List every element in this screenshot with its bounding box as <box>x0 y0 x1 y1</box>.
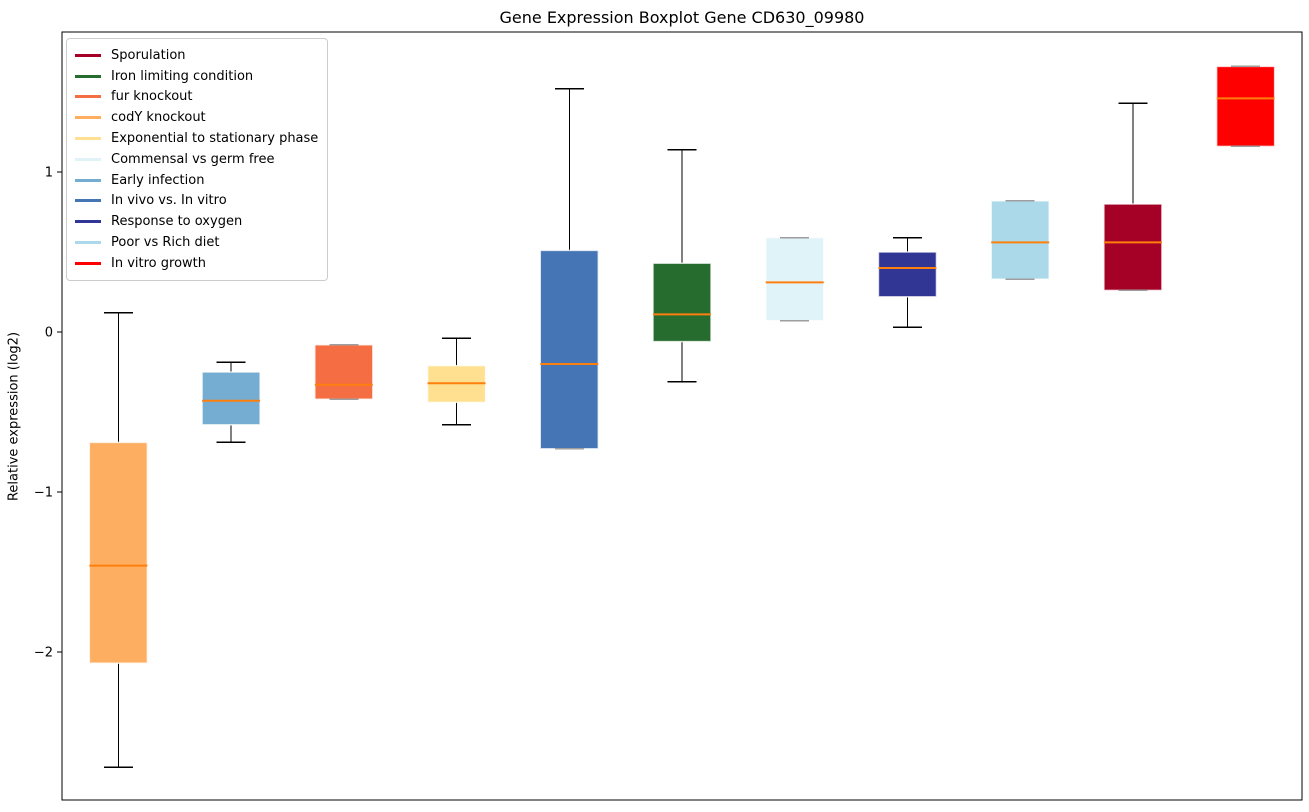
y-tick-label: 0 <box>45 326 53 341</box>
legend-item: Poor vs Rich diet <box>75 232 318 253</box>
legend-item: In vitro growth <box>75 253 318 274</box>
y-tick-label: −2 <box>34 646 53 661</box>
plot-frame <box>61 31 1303 801</box>
legend-item-label: In vivo vs. In vitro <box>111 193 227 209</box>
legend-item: In vivo vs. In vitro <box>75 191 318 212</box>
chart-title: Gene Expression Boxplot Gene CD630_09980 <box>499 8 865 27</box>
legend-item-label: In vitro growth <box>111 255 206 271</box>
y-tick-label: 1 <box>45 166 53 181</box>
legend-item: Exponential to stationary phase <box>75 128 318 149</box>
legend-swatch-icon <box>75 116 101 120</box>
legend-swatch-icon <box>75 199 101 203</box>
legend-item-label: Early infection <box>111 172 205 188</box>
legend-swatch-icon <box>75 157 101 161</box>
legend-item-label: Response to oxygen <box>111 214 243 230</box>
box-in-vitro-growth <box>1215 65 1276 148</box>
legend-item-label: fur knockout <box>111 89 193 105</box>
legend-swatch-icon <box>75 95 101 99</box>
box-response-to-oxygen <box>877 251 938 298</box>
legend-item: Iron limiting condition <box>75 66 318 87</box>
legend-swatch-icon <box>75 74 101 78</box>
legend-swatch-icon <box>75 137 101 141</box>
legend-swatch-icon <box>75 53 101 57</box>
legend-swatch-icon <box>75 220 101 224</box>
legend-item: Commensal vs germ free <box>75 149 318 170</box>
legend-item-label: Commensal vs germ free <box>111 151 275 167</box>
y-tick-label: −1 <box>34 486 53 501</box>
box-commensal-vs-germ-free <box>764 236 825 322</box>
box-cody-knockout <box>88 441 149 664</box>
legend: Sporulation Iron limiting condition fur kn… <box>66 38 329 281</box>
box-fur-knockout <box>314 344 374 400</box>
legend-item-label: Iron limiting condition <box>111 68 254 84</box>
legend-item: codY knockout <box>75 107 318 128</box>
box-sporulation <box>1103 203 1163 292</box>
legend-item-label: Exponential to stationary phase <box>111 131 319 147</box>
legend-item: Sporulation <box>75 45 318 66</box>
legend-item: fur knockout <box>75 87 318 108</box>
box-poor-vs-rich-diet <box>990 200 1050 280</box>
box-in-vivo-vs-in-vitro <box>539 249 600 450</box>
legend-swatch-icon <box>75 241 101 245</box>
box-early-infection <box>201 371 261 426</box>
legend-item: Early infection <box>75 170 318 191</box>
legend-swatch-icon <box>75 261 101 265</box>
legend-swatch-icon <box>75 178 101 182</box>
box-iron-limiting-condition <box>652 262 712 343</box>
legend-item-label: codY knockout <box>111 110 206 126</box>
legend-item: Response to oxygen <box>75 211 318 232</box>
legend-item-label: Poor vs Rich diet <box>111 235 220 251</box>
legend-item-label: Sporulation <box>111 47 186 63</box>
